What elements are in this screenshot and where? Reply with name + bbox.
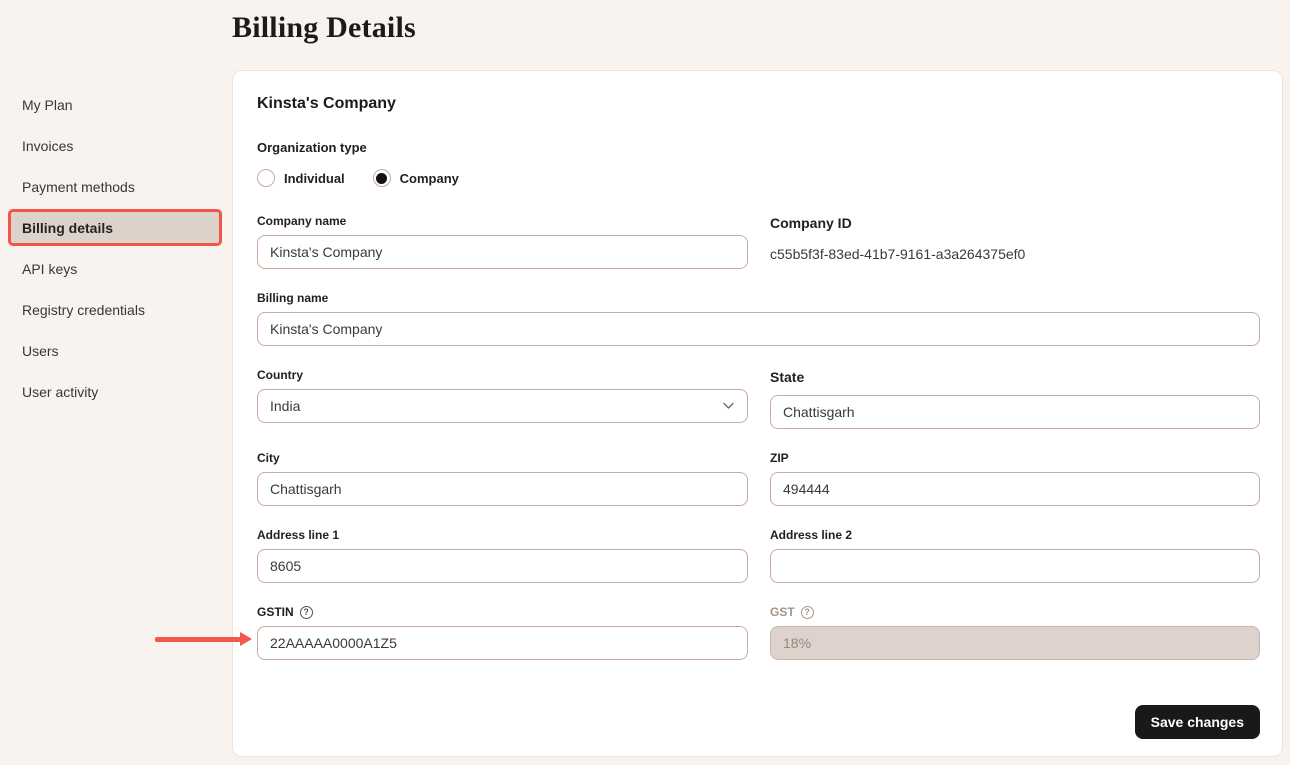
gstin-label-text: GSTIN <box>257 605 294 619</box>
sidebar-item-user-activity[interactable]: User activity <box>0 371 232 412</box>
radio-company-label: Company <box>399 170 459 186</box>
sidebar-item-invoices[interactable]: Invoices <box>0 125 232 166</box>
sidebar-item-label: Users <box>22 342 59 359</box>
sidebar-item-label: Invoices <box>22 137 74 154</box>
company-heading: Kinsta's Company <box>257 95 396 112</box>
gstin-field-group: GSTIN ? <box>257 605 748 660</box>
address-line1-input[interactable] <box>257 549 748 583</box>
radio-individual-circle[interactable] <box>257 169 275 187</box>
sidebar-item-billing-details[interactable]: Billing details <box>8 209 222 246</box>
country-label: Country <box>257 368 303 382</box>
company-name-label: Company name <box>257 214 347 228</box>
gstin-input[interactable] <box>257 626 748 660</box>
city-label: City <box>257 451 280 465</box>
city-field-group: City <box>257 451 748 506</box>
gst-input <box>770 626 1260 660</box>
sidebar-item-api-keys[interactable]: API keys <box>0 248 232 289</box>
address-line2-label: Address line 2 <box>770 528 853 542</box>
radio-company-circle[interactable] <box>372 169 391 187</box>
sidebar: My Plan Invoices Payment methods Billing… <box>0 84 232 412</box>
company-id-label: Company ID <box>770 214 852 231</box>
sidebar-item-label: API keys <box>22 260 78 277</box>
country-field-group: Country <box>257 368 748 429</box>
company-id-value: c55b5f3f-83ed-41b7-9161-a3a264375ef0 <box>770 246 1026 262</box>
organization-type-label: Organization type <box>257 140 367 155</box>
billing-name-label: Billing name <box>257 291 329 305</box>
zip-field-group: ZIP <box>770 451 1260 506</box>
state-input[interactable] <box>770 395 1260 429</box>
address-line1-label: Address line 1 <box>257 528 340 542</box>
zip-label: ZIP <box>770 451 789 465</box>
address-line2-input[interactable] <box>770 549 1260 583</box>
sidebar-item-label: User activity <box>22 383 99 400</box>
gstin-label: GSTIN ? <box>257 605 748 619</box>
gst-field-group: GST ? <box>770 605 1260 660</box>
company-name-field-group: Company name <box>257 214 748 269</box>
annotation-arrow <box>155 632 252 646</box>
help-icon[interactable]: ? <box>299 605 313 619</box>
sidebar-item-users[interactable]: Users <box>0 330 232 371</box>
address-line2-field-group: Address line 2 <box>770 528 1260 583</box>
company-id-group: Company ID c55b5f3f-83ed-41b7-9161-a3a26… <box>770 214 1260 269</box>
sidebar-item-payment-methods[interactable]: Payment methods <box>0 166 232 207</box>
radio-individual-label: Individual <box>284 170 345 186</box>
billing-name-input[interactable] <box>257 312 1260 346</box>
billing-details-card: Kinsta's Company Organization type Indiv… <box>232 70 1283 757</box>
company-name-input[interactable] <box>257 235 748 269</box>
sidebar-item-label: Billing details <box>22 219 114 236</box>
sidebar-item-label: Payment methods <box>22 178 135 195</box>
save-changes-button[interactable]: Save changes <box>1134 705 1260 739</box>
page-title: Billing Details <box>232 11 416 44</box>
organization-type-radio-group: Individual Company <box>257 169 1260 187</box>
help-icon[interactable]: ? <box>800 605 814 619</box>
radio-company[interactable]: Company <box>372 169 459 187</box>
sidebar-item-label: My Plan <box>22 96 73 113</box>
billing-form: Company name Company ID c55b5f3f-83ed-41… <box>257 214 1260 660</box>
radio-individual[interactable]: Individual <box>257 169 345 187</box>
gst-label: GST ? <box>770 605 1260 619</box>
card-actions: Save changes <box>257 705 1260 739</box>
billing-name-field-group: Billing name <box>257 291 1260 346</box>
gst-label-text: GST <box>770 605 795 619</box>
state-field-group: State <box>770 368 1260 429</box>
zip-input[interactable] <box>770 472 1260 506</box>
country-select[interactable] <box>257 389 748 423</box>
state-label: State <box>770 368 805 385</box>
sidebar-item-registry-credentials[interactable]: Registry credentials <box>0 289 232 330</box>
city-input[interactable] <box>257 472 748 506</box>
sidebar-item-label: Registry credentials <box>22 301 145 318</box>
address-line1-field-group: Address line 1 <box>257 528 748 583</box>
sidebar-item-my-plan[interactable]: My Plan <box>0 84 232 125</box>
